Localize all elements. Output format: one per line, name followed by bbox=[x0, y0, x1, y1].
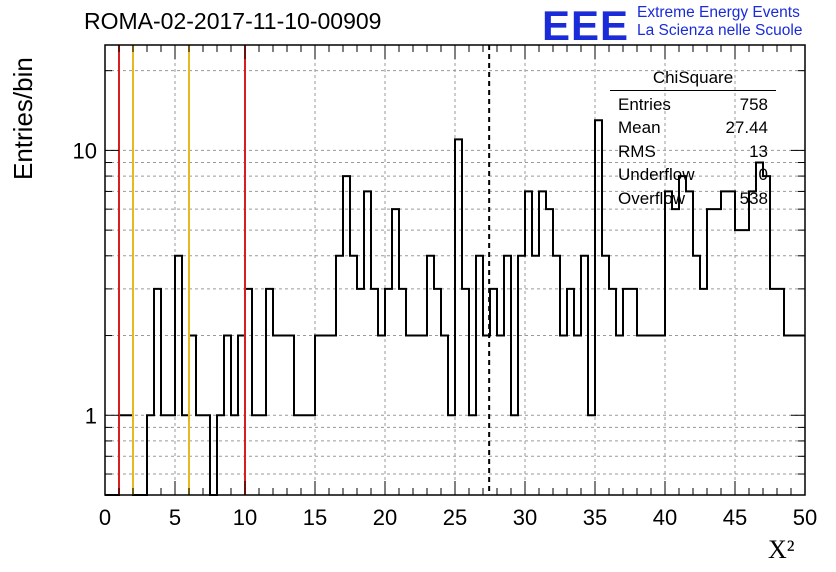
y-axis-label: Entries/bin bbox=[8, 57, 38, 180]
x-tick-label: 30 bbox=[513, 505, 537, 530]
stats-label: Entries bbox=[618, 94, 671, 114]
histogram-line bbox=[105, 119, 805, 496]
chart-title: ROMA-02-2017-11-10-00909 bbox=[84, 8, 382, 34]
x-tick-label: 35 bbox=[583, 505, 607, 530]
x-tick-label: 25 bbox=[443, 505, 467, 530]
x-tick-label: 10 bbox=[233, 505, 257, 530]
logo-line-2: La Scienza nelle Scuole bbox=[637, 22, 803, 39]
stats-label: Mean bbox=[618, 118, 661, 138]
logo-caption: Extreme Energy Events La Scienza nelle S… bbox=[637, 4, 802, 40]
x-tick-label: 20 bbox=[373, 505, 397, 530]
x-tick-label: 0 bbox=[99, 505, 111, 530]
x-tick-label: 15 bbox=[303, 505, 327, 530]
stats-row-underflow: Underflow 0 bbox=[610, 164, 776, 188]
stats-label: Overflow bbox=[618, 188, 686, 208]
stats-row-rms: RMS 13 bbox=[610, 140, 776, 164]
x-tick-label: 40 bbox=[653, 505, 677, 530]
stats-label: Underflow bbox=[618, 165, 695, 185]
stats-row-overflow: Overflow 538 bbox=[610, 187, 776, 211]
stats-box-name: ChiSquare bbox=[610, 68, 776, 91]
stats-row-mean: Mean 27.44 bbox=[610, 117, 776, 141]
stats-value: 13 bbox=[749, 141, 768, 161]
x-tick-label: 45 bbox=[723, 505, 747, 530]
stats-label: RMS bbox=[618, 141, 656, 161]
stats-box: ChiSquare Entries 758 Mean 27.44 RMS 13 … bbox=[610, 68, 776, 211]
stats-value: 0 bbox=[758, 165, 768, 185]
x-axis-label: X² bbox=[768, 535, 795, 564]
stats-value: 758 bbox=[739, 94, 768, 114]
x-tick-label: 5 bbox=[169, 505, 181, 530]
eee-logo: EEE bbox=[542, 2, 630, 49]
stats-row-entries: Entries 758 bbox=[610, 93, 776, 117]
stats-value: 27.44 bbox=[725, 118, 768, 138]
y-tick-label: 1 bbox=[85, 403, 97, 428]
stats-value: 538 bbox=[739, 188, 768, 208]
x-tick-label: 50 bbox=[793, 505, 817, 530]
logo-line-1: Extreme Energy Events bbox=[637, 4, 800, 21]
y-tick-label: 10 bbox=[73, 138, 97, 163]
